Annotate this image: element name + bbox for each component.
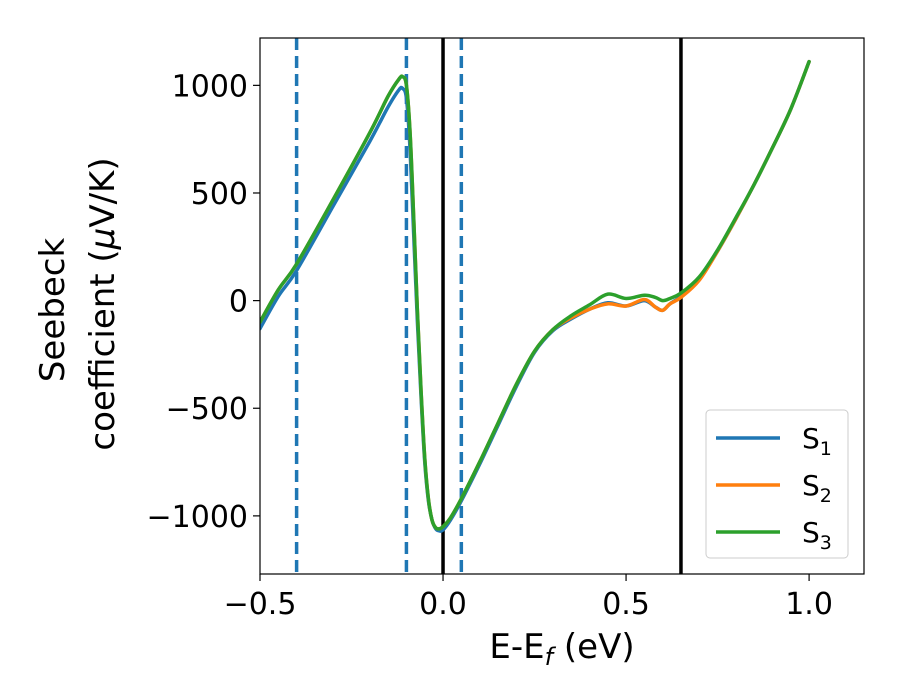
legend-label-s2: S2: [802, 469, 832, 507]
vertical-reference-lines: [294, 38, 683, 574]
x-tick-label-1: 0.0: [419, 587, 467, 622]
legend-label-sub: 2: [820, 485, 832, 507]
series-line-s3: [260, 59, 811, 531]
y-tick-label-3: −500: [166, 392, 248, 427]
x-axis-title-base: E-E: [489, 627, 544, 667]
legend-label-s3: S3: [802, 516, 832, 554]
y-tick-label-0: 1000: [172, 69, 248, 104]
y-tick-label-1: 500: [191, 177, 248, 212]
y-axis-title-line2: coefficient (μV/K): [83, 157, 123, 450]
x-tick-label-0: −0.5: [224, 587, 297, 622]
x-axis-ticks: −0.5 0.0 0.5 1.0: [224, 574, 833, 622]
x-tick-label-2: 0.5: [602, 587, 650, 622]
legend-label-base: S: [802, 516, 820, 549]
series-lines: [260, 59, 811, 533]
y-axis-title-line2-post: V/K): [83, 157, 123, 227]
x-axis-title-tail: (eV): [553, 627, 635, 667]
y-axis-title-line1: Seebeck: [33, 238, 73, 383]
x-axis-title: E-Ef (eV): [489, 627, 634, 671]
legend-label-base: S: [802, 469, 820, 502]
y-axis-title-line2-pre: coefficient (: [83, 249, 123, 450]
legend-label-s1: S1: [802, 422, 832, 460]
legend-label-base: S: [802, 422, 820, 455]
y-axis-title-mu: μ: [83, 228, 123, 251]
legend-label-sub: 1: [820, 438, 832, 460]
y-tick-label-4: −1000: [147, 500, 248, 535]
plot-frame: [259, 37, 865, 575]
y-axis-ticks: 1000 500 0 −500 −1000: [147, 69, 260, 535]
x-tick-label-3: 1.0: [785, 587, 833, 622]
legend-label-sub: 3: [820, 532, 832, 554]
y-axis-title: Seebeck coefficient (μV/K): [33, 157, 123, 450]
y-tick-label-2: 0: [229, 285, 248, 320]
